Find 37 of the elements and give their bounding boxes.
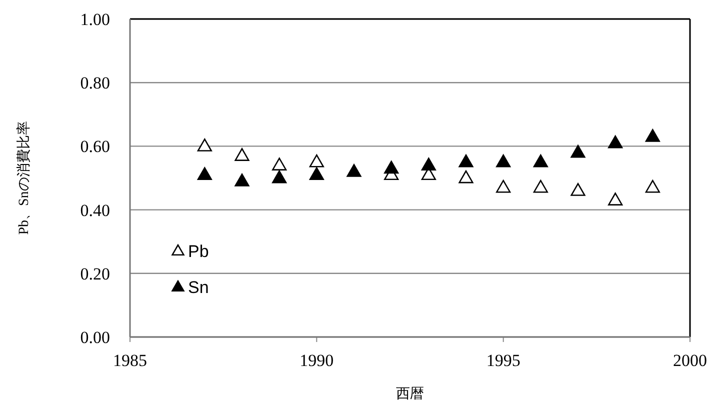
point: [645, 129, 660, 142]
x-tick-label: 1985: [113, 351, 147, 370]
point: [533, 154, 548, 168]
legend-label: Sn: [188, 278, 209, 297]
legend-label: Pb: [188, 242, 209, 261]
point: [496, 180, 511, 193]
point: [458, 170, 474, 184]
point: [570, 183, 586, 196]
y-tick-label: 0.80: [80, 74, 110, 93]
point: [272, 170, 287, 184]
point: [272, 158, 287, 170]
x-tick-label: 1990: [300, 351, 334, 370]
y-tick-label: 1.00: [80, 10, 110, 29]
point: [608, 192, 623, 206]
point: [533, 180, 548, 193]
x-axis-title: 西暦: [396, 386, 424, 402]
point: [570, 144, 586, 158]
y-axis-title: Pb、Snの消費比率: [16, 121, 32, 235]
point: [197, 138, 212, 152]
point: [458, 154, 474, 168]
y-tick-label: 0.60: [80, 137, 110, 156]
point: [645, 180, 660, 193]
x-tick-label: 1995: [486, 351, 520, 370]
y-tick-label: 0.00: [80, 328, 110, 347]
point: [421, 158, 436, 170]
point: [384, 160, 399, 174]
y-tick-label: 0.20: [80, 264, 110, 284]
point: [608, 135, 623, 148]
point: [309, 154, 324, 168]
point: [346, 164, 362, 177]
point: [234, 174, 250, 186]
y-tick-label: 0.40: [80, 200, 110, 220]
point: [309, 167, 324, 180]
point: [496, 154, 511, 168]
point: [197, 167, 212, 180]
x-tick-label: 2000: [673, 351, 707, 370]
point: [234, 148, 250, 161]
